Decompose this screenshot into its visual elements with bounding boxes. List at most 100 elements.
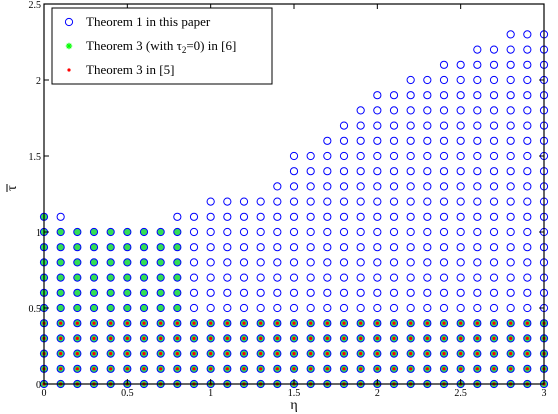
data-point-theorem3-ref5: [359, 367, 363, 371]
data-point-theorem1: [339, 243, 349, 252]
data-point-theorem1: [306, 151, 315, 161]
data-point-theorem1: [423, 288, 432, 297]
data-point-theorem1: [439, 288, 449, 297]
data-point-theorem1: [373, 303, 382, 313]
data-point-theorem3-ref5: [175, 321, 179, 325]
data-point-theorem1: [489, 136, 499, 145]
data-point-theorem1: [356, 303, 365, 313]
data-point-theorem1: [406, 212, 415, 221]
data-point-theorem1: [223, 273, 232, 282]
legend-box: [51, 7, 273, 85]
data-point-theorem3-ref5: [125, 336, 129, 340]
data-point-theorem1: [423, 243, 432, 252]
data-point-theorem1: [439, 151, 449, 161]
data-point-theorem1: [273, 258, 282, 267]
data-point-theorem3-ref5: [225, 336, 229, 340]
data-point-theorem1: [373, 258, 382, 267]
data-point-theorem1: [373, 288, 382, 297]
data-point-theorem1: [523, 197, 532, 206]
data-point-theorem1: [406, 273, 415, 282]
data-point-theorem1: [239, 212, 249, 221]
data-point-theorem1: [473, 45, 482, 54]
data-point-theorem3-ref5: [392, 336, 396, 340]
data-point-theorem1: [489, 288, 499, 297]
data-point-theorem1: [339, 212, 349, 221]
data-point-theorem1: [523, 91, 532, 100]
data-point-theorem1: [439, 243, 449, 252]
data-point-theorem1: [339, 151, 349, 161]
data-point-theorem3-ref5: [275, 321, 279, 325]
data-point-theorem1: [439, 60, 449, 69]
data-point-theorem1: [439, 258, 449, 267]
data-point-theorem3-ref5: [375, 336, 379, 340]
data-point-theorem1: [356, 212, 365, 221]
data-point-theorem3-ref6: [89, 288, 99, 297]
data-point-theorem3-ref5: [159, 352, 163, 356]
data-point-theorem1: [373, 91, 382, 100]
data-point-theorem1: [289, 212, 299, 221]
axis-ticks: 0 0.5 1 1.5 2 2.5 3 0 0.5 1 1.5 2 2.5: [29, 0, 547, 399]
data-point-theorem1: [489, 151, 499, 161]
data-point-theorem3-ref6: [56, 227, 65, 237]
data-point-theorem3-ref6: [89, 227, 99, 237]
data-point-theorem1: [323, 288, 332, 297]
data-point-theorem1: [523, 182, 532, 191]
data-point-theorem1: [356, 227, 365, 237]
data-point-theorem1: [406, 197, 415, 206]
data-point-theorem1: [239, 227, 249, 237]
data-point-theorem3-ref5: [309, 336, 313, 340]
data-point-theorem1: [389, 121, 399, 130]
data-point-theorem1: [439, 227, 449, 237]
data-point-theorem3-ref5: [475, 352, 479, 356]
data-point-theorem1: [439, 212, 449, 221]
data-point-theorem1: [439, 91, 449, 100]
data-point-theorem3-ref5: [475, 367, 479, 371]
data-point-theorem1: [489, 121, 499, 130]
data-point-theorem3-ref5: [392, 321, 396, 325]
data-point-theorem1: [473, 91, 482, 100]
legend-marker-star: [65, 42, 73, 50]
data-point-theorem1: [206, 197, 215, 206]
data-point-theorem3-ref5: [109, 321, 113, 325]
data-point-theorem3-ref6: [123, 288, 132, 297]
data-point-theorem1: [389, 273, 399, 282]
x-tick-label: 0.5: [121, 388, 134, 399]
data-point-theorem1: [456, 60, 465, 69]
data-point-theorem1: [389, 106, 399, 115]
data-point-theorem1: [439, 136, 449, 145]
data-point-theorem1: [289, 258, 299, 267]
data-point-theorem1: [239, 258, 249, 267]
data-point-theorem1: [473, 151, 482, 161]
data-point-theorem1: [223, 197, 232, 206]
data-point-theorem1: [406, 303, 415, 313]
data-point-theorem1: [206, 288, 215, 297]
data-point-theorem1: [206, 243, 215, 252]
legend-marker-open-circle: [64, 17, 74, 27]
data-point-theorem3-ref5: [342, 321, 346, 325]
data-point-theorem3-ref5: [309, 367, 313, 371]
data-point-theorem3-ref6: [89, 303, 99, 313]
data-point-theorem3-ref5: [225, 367, 229, 371]
x-tick-label: 1.5: [288, 388, 301, 399]
data-point-theorem3-ref6: [106, 288, 115, 297]
data-point-theorem1: [506, 273, 515, 282]
data-point-theorem1: [339, 197, 349, 206]
data-point-theorem3-ref5: [59, 336, 63, 340]
data-point-theorem1: [189, 288, 199, 297]
data-point-theorem1: [439, 75, 449, 85]
data-point-theorem3-ref5: [142, 367, 146, 371]
legend-entry: Theorem 3 (with τ2=0) in [6]: [65, 38, 236, 55]
data-point-theorem3-ref6: [139, 227, 149, 237]
data-point-theorem1: [506, 106, 515, 115]
data-point-theorem3-ref6: [56, 303, 65, 313]
data-point-theorem1: [489, 197, 499, 206]
data-point-theorem1: [473, 258, 482, 267]
x-axis-label: η: [290, 398, 297, 413]
data-point-theorem1: [389, 136, 399, 145]
data-point-theorem1: [423, 91, 432, 100]
data-point-theorem3-ref5: [92, 352, 96, 356]
data-point-theorem1: [506, 121, 515, 130]
data-point-theorem1: [373, 106, 382, 115]
data-point-theorem1: [339, 273, 349, 282]
